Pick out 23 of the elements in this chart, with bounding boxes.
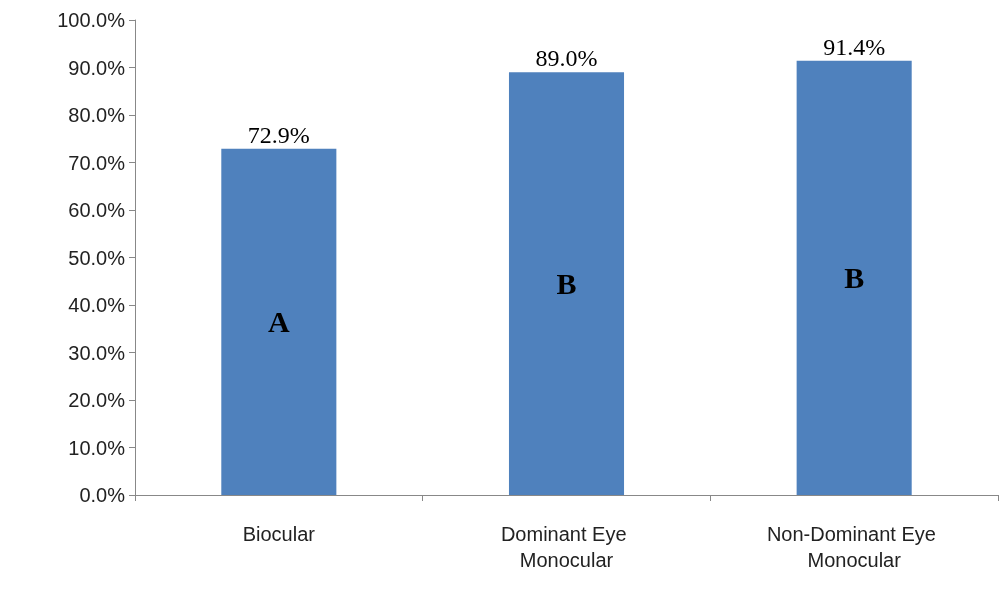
y-tick-label: 80.0% — [68, 104, 126, 126]
y-tick-label: 40.0% — [68, 294, 126, 316]
y-tick-label: 90.0% — [68, 56, 126, 79]
y-tick-label: 70.0% — [68, 151, 126, 174]
x-tick-label: Dominant Eye Monocular — [500, 523, 633, 571]
x-tick-label: Biocular — [242, 523, 316, 545]
y-tick-label: 100.0% — [57, 9, 126, 31]
data-label: 72.9% — [247, 121, 310, 148]
data-label: 89.0% — [535, 45, 598, 72]
x-tick-label: Non-Dominant Eye Monocular — [766, 523, 942, 571]
data-label: 91.4% — [823, 33, 886, 60]
y-tick-label: 50.0% — [68, 246, 126, 269]
y-tick-label: 60.0% — [68, 199, 126, 221]
y-tick-label: 0.0% — [79, 484, 126, 506]
annotation: B — [556, 267, 577, 301]
bar — [508, 72, 625, 495]
y-tick-label: 30.0% — [68, 341, 126, 364]
y-tick-label: 20.0% — [68, 389, 126, 411]
annotation: B — [844, 261, 865, 295]
bar — [221, 148, 337, 495]
annotation: A — [268, 305, 290, 339]
y-tick-label: 10.0% — [68, 436, 126, 459]
bar — [796, 60, 912, 495]
